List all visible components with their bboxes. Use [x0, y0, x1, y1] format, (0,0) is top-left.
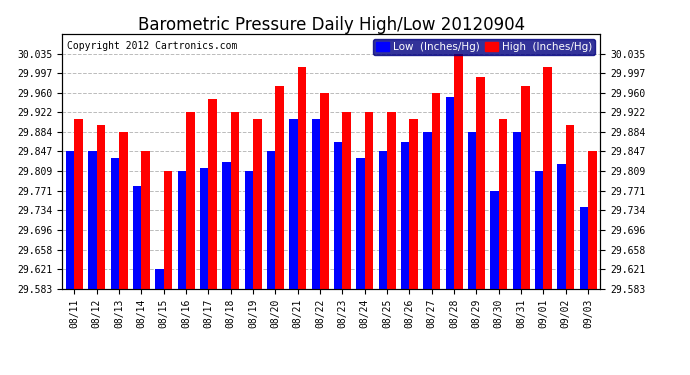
Bar: [468, 132, 476, 289]
Bar: [513, 132, 521, 289]
Bar: [97, 125, 105, 289]
Bar: [320, 93, 328, 289]
Bar: [580, 207, 588, 289]
Bar: [566, 125, 574, 289]
Bar: [543, 66, 552, 289]
Bar: [289, 119, 297, 289]
Bar: [356, 158, 365, 289]
Bar: [379, 152, 387, 289]
Bar: [66, 152, 75, 289]
Bar: [499, 119, 507, 289]
Bar: [521, 86, 529, 289]
Bar: [253, 119, 262, 289]
Bar: [401, 142, 409, 289]
Bar: [297, 66, 306, 289]
Bar: [275, 86, 284, 289]
Bar: [88, 152, 97, 289]
Bar: [409, 119, 418, 289]
Bar: [454, 54, 462, 289]
Bar: [244, 171, 253, 289]
Bar: [588, 152, 596, 289]
Bar: [155, 269, 164, 289]
Text: Copyright 2012 Cartronics.com: Copyright 2012 Cartronics.com: [68, 41, 238, 51]
Bar: [387, 112, 395, 289]
Bar: [446, 97, 454, 289]
Bar: [535, 171, 543, 289]
Bar: [222, 162, 230, 289]
Bar: [164, 171, 172, 289]
Bar: [312, 119, 320, 289]
Bar: [208, 99, 217, 289]
Legend: Low  (Inches/Hg), High  (Inches/Hg): Low (Inches/Hg), High (Inches/Hg): [373, 39, 595, 55]
Bar: [177, 171, 186, 289]
Bar: [200, 168, 208, 289]
Bar: [423, 132, 432, 289]
Bar: [558, 164, 566, 289]
Bar: [476, 77, 485, 289]
Bar: [110, 158, 119, 289]
Title: Barometric Pressure Daily High/Low 20120904: Barometric Pressure Daily High/Low 20120…: [137, 16, 525, 34]
Bar: [230, 112, 239, 289]
Bar: [267, 152, 275, 289]
Bar: [186, 112, 195, 289]
Bar: [365, 112, 373, 289]
Bar: [75, 119, 83, 289]
Bar: [342, 112, 351, 289]
Bar: [490, 191, 499, 289]
Bar: [334, 142, 342, 289]
Bar: [119, 132, 128, 289]
Bar: [432, 93, 440, 289]
Bar: [141, 152, 150, 289]
Bar: [133, 186, 141, 289]
